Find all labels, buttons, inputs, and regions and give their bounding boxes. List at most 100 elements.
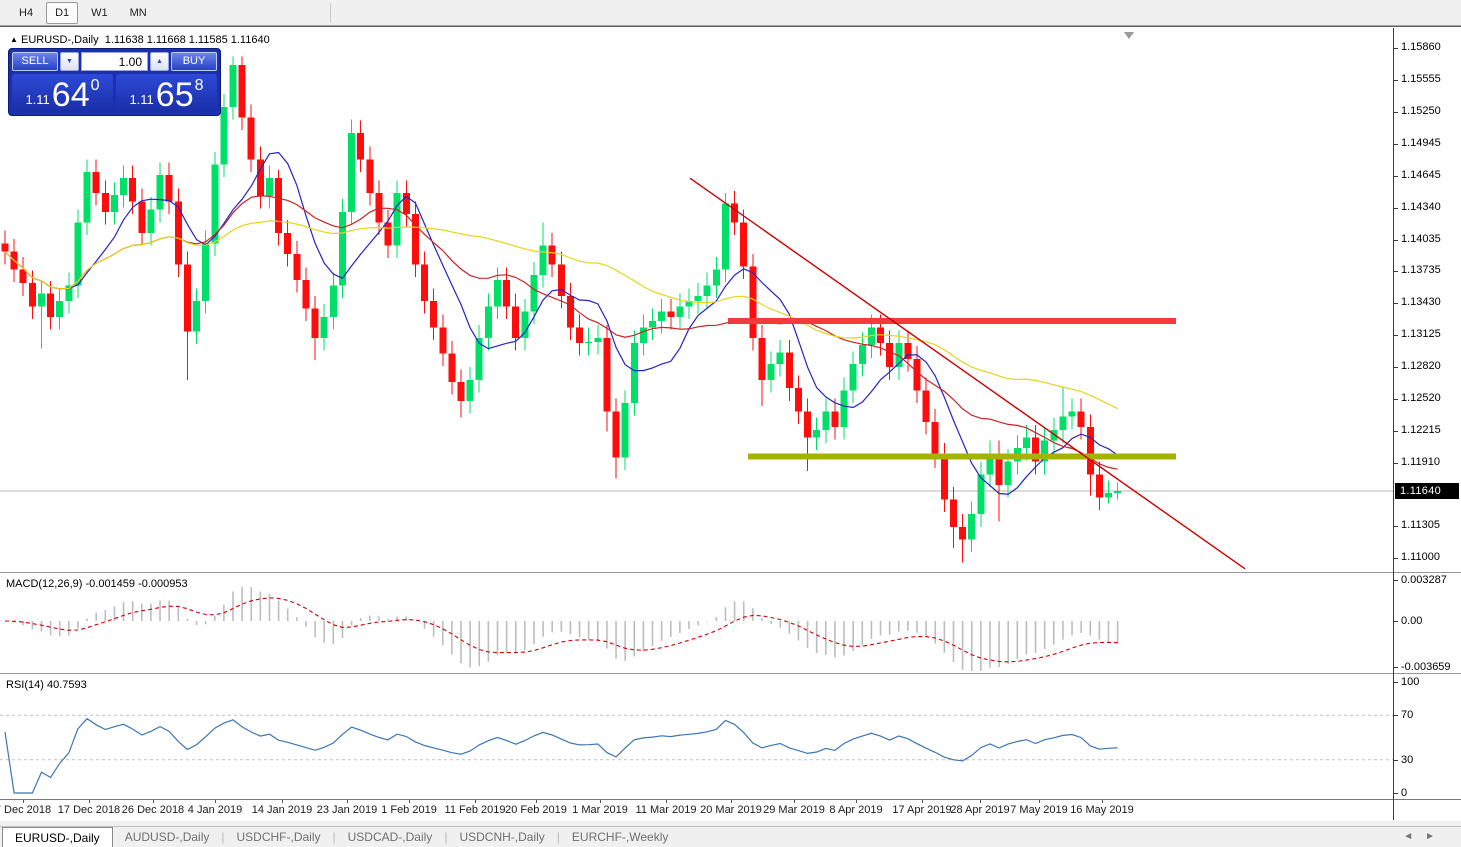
price-scale[interactable]: 1.15860 1.15555 1.15250 1.14945 1.14645 1.143…	[1394, 28, 1461, 572]
date-label: 14 Jan 2019	[251, 804, 313, 816]
scale-tick-mark	[1394, 335, 1398, 337]
tab-separator: |	[332, 830, 336, 844]
volume-increase-button[interactable]: ▲	[150, 52, 169, 71]
scale-tick-label: 1.13125	[1401, 328, 1441, 341]
one-click-trading-panel: SELL ▼ ▲ BUY 1.11 64 0 1.11 65 8	[8, 48, 221, 116]
date-label: 20 Mar 2019	[700, 804, 762, 816]
scale-tick-mark	[1394, 144, 1398, 146]
scale-tick-label: 1.14340	[1401, 200, 1441, 213]
rsi-scale: 100 70 30 0	[1394, 675, 1461, 799]
scale-tick-mark	[1394, 303, 1398, 305]
sell-price-pip: 0	[90, 77, 100, 94]
date-tick-mark	[215, 800, 216, 803]
pane-splitter[interactable]	[0, 673, 1461, 675]
date-tick-mark	[794, 800, 795, 803]
scale-tick-label: 0	[1401, 787, 1408, 799]
scale-tick-label: 1.12520	[1401, 391, 1441, 404]
scale-tick-label: 1.14035	[1401, 232, 1441, 245]
date-label: 20 Feb 2019	[505, 804, 567, 816]
sell-price-display[interactable]: 1.11 64 0	[12, 74, 113, 112]
date-tick-mark	[347, 800, 348, 803]
scale-tick-label: 1.12820	[1401, 360, 1441, 373]
chart-symbol-label: EURUSD-,Daily	[20, 34, 99, 46]
status-strip	[0, 820, 1461, 826]
chart-collapse-icon[interactable]: ▲	[10, 35, 18, 44]
rsi-pane: 100 70 30 0 RSI(14) 40.7593	[0, 675, 1461, 799]
scale-divider-line	[1393, 28, 1394, 821]
scale-tick-mark	[1394, 112, 1398, 114]
scale-tick-label: 1.15250	[1401, 105, 1441, 118]
macd-canvas[interactable]	[0, 574, 1393, 673]
timeframe-button-w1[interactable]: W1	[82, 2, 117, 24]
date-tick-mark	[922, 800, 923, 803]
date-label: 11 Feb 2019	[444, 804, 506, 816]
timeframe-button-d1[interactable]: D1	[46, 1, 79, 24]
chart-tab-eurusd-daily[interactable]: EURUSD-,Daily	[2, 827, 113, 847]
scale-tick-label: 1.13735	[1401, 264, 1441, 277]
date-tick-mark	[731, 800, 732, 803]
date-label: 4 Jan 2019	[187, 804, 243, 816]
tab-separator: |	[556, 830, 560, 844]
scale-tick-label: 1.12215	[1401, 423, 1441, 436]
scale-tick-label: 1.11305	[1401, 519, 1440, 532]
scale-tick-mark	[1394, 579, 1398, 581]
sell-price-main: 64	[51, 76, 90, 115]
date-tick-mark	[282, 800, 283, 803]
volume-decrease-button[interactable]: ▼	[60, 52, 79, 71]
timeframe-button-h4[interactable]: H4	[10, 2, 42, 24]
date-label: 23 Jan 2019	[316, 804, 378, 816]
scale-tick-label: 1.11000	[1401, 551, 1440, 564]
sell-button[interactable]: SELL	[12, 52, 58, 71]
date-label: 17 Dec 2018	[57, 804, 121, 816]
chart-window: 1.15860 1.15555 1.15250 1.14945 1.14645 1.143…	[0, 26, 1461, 821]
chart-tab-audusd-daily[interactable]: AUDUSD-,Daily	[124, 830, 210, 844]
scale-tick-mark	[1394, 558, 1398, 560]
main-chart-canvas[interactable]	[0, 28, 1393, 572]
date-label: 28 Apr 2019	[950, 804, 1010, 816]
volume-input[interactable]	[81, 52, 148, 71]
scale-tick-mark	[1394, 239, 1398, 241]
chart-ohlc-values: 1.11638 1.11668 1.11585 1.11640	[104, 34, 270, 46]
buy-button[interactable]: BUY	[171, 52, 217, 71]
tab-separator: |	[444, 830, 448, 844]
date-tick-mark	[1039, 800, 1040, 803]
scale-tick-mark	[1394, 430, 1398, 432]
toolbar-divider	[330, 3, 331, 23]
scale-tick-label: 1.14645	[1401, 168, 1441, 181]
scale-tick-mark	[1394, 80, 1398, 82]
scale-tick-label: 1.15860	[1401, 41, 1441, 53]
tab-scroll-arrows[interactable]: ◄►	[1403, 831, 1447, 842]
chart-tab-usdchf-daily[interactable]: USDCHF-,Daily	[236, 830, 321, 844]
scale-tick-mark	[1394, 666, 1398, 668]
buy-price-display[interactable]: 1.11 65 8	[116, 74, 217, 112]
buy-price-main: 65	[155, 76, 194, 115]
main-chart-pane: 1.15860 1.15555 1.15250 1.14945 1.14645 1.143…	[0, 28, 1461, 572]
date-tick-mark	[1102, 800, 1103, 803]
scale-tick-mark	[1394, 715, 1398, 717]
date-label: 1 Feb 2019	[381, 804, 437, 816]
date-tick-mark	[409, 800, 410, 803]
chart-tab-eurchf-weekly[interactable]: EURCHF-,Weekly	[571, 830, 669, 844]
chart-tab-usdcad-daily[interactable]: USDCAD-,Daily	[347, 830, 433, 844]
scale-tick-label: 1.14945	[1401, 137, 1441, 150]
chart-tab-usdcnh-daily[interactable]: USDCNH-,Daily	[459, 830, 545, 844]
chart-title: ▲ EURUSD-,Daily 1.11638 1.11668 1.11585 …	[10, 34, 270, 46]
macd-label: MACD(12,26,9) -0.001459 -0.000953	[6, 578, 188, 590]
scale-tick-label: 0.00	[1401, 615, 1423, 627]
scale-tick-mark	[1394, 271, 1398, 273]
scale-tick-mark	[1394, 207, 1398, 209]
date-label: 7 Dec 2018	[0, 804, 52, 816]
pane-splitter[interactable]	[0, 572, 1461, 574]
date-axis[interactable]: 7 Dec 2018 17 Dec 2018 26 Dec 2018 4 Jan 20…	[0, 799, 1461, 821]
scale-tick-label: 1.11910	[1401, 455, 1440, 468]
chart-shift-marker-icon[interactable]	[1124, 32, 1134, 39]
scale-tick-label: 0.003287	[1401, 574, 1447, 586]
rsi-canvas[interactable]	[0, 675, 1393, 799]
timeframe-toolbar: H4 D1 W1 MN	[0, 0, 1461, 26]
buy-price-pip: 8	[194, 77, 204, 94]
timeframe-button-mn[interactable]: MN	[121, 2, 156, 24]
scale-tick-mark	[1394, 48, 1398, 49]
date-tick-mark	[666, 800, 667, 803]
scale-tick-label: -0.003659	[1401, 660, 1451, 673]
date-label: 26 Dec 2018	[121, 804, 185, 816]
